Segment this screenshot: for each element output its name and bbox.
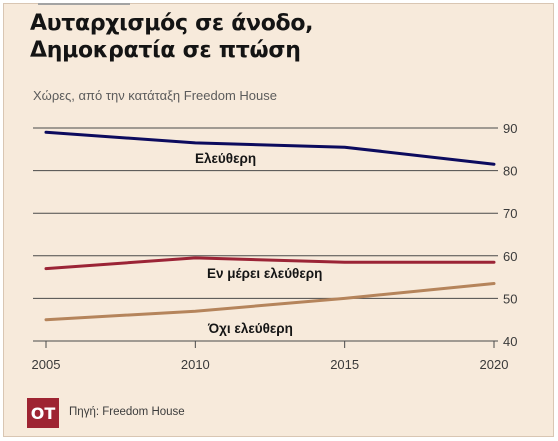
source-note: Πηγή: Freedom House (69, 406, 185, 418)
series-line-2 (44, 256, 496, 271)
y-tick-label-70: 70 (503, 206, 517, 221)
y-tick-label-80: 80 (503, 164, 517, 179)
y-tick-label-60: 60 (503, 249, 517, 264)
series-line-1 (44, 130, 496, 166)
x-tick-label-2010: 2010 (181, 357, 210, 372)
series-label-2: Εν μέρει ελεύθερη (207, 266, 322, 281)
x-tick-label-2020: 2020 (480, 357, 509, 372)
chart-card (3, 3, 554, 437)
chart-subtitle: Χώρες, από την κατάταξη Freedom House (33, 88, 277, 103)
y-tick-label-40: 40 (503, 334, 517, 349)
top-rule (38, 3, 130, 5)
series-label-1: Ελεύθερη (195, 151, 256, 166)
brand-logo: ΟΤ (27, 398, 59, 428)
series-label-3: Όχι ελεύθερη (207, 321, 293, 336)
chart-title: Αυταρχισμός σε άνοδο, Δημοκρατία σε πτώσ… (30, 10, 314, 64)
series-line-3 (44, 282, 496, 322)
chart-title-line-1: Αυταρχισμός σε άνοδο, (30, 11, 314, 36)
y-tick-label-90: 90 (503, 121, 517, 136)
x-tick-label-2005: 2005 (32, 357, 61, 372)
y-tick-label-50: 50 (503, 291, 517, 306)
chart-title-line-2: Δημοκρατία σε πτώση (30, 38, 301, 63)
x-tick-label-2015: 2015 (330, 357, 359, 372)
